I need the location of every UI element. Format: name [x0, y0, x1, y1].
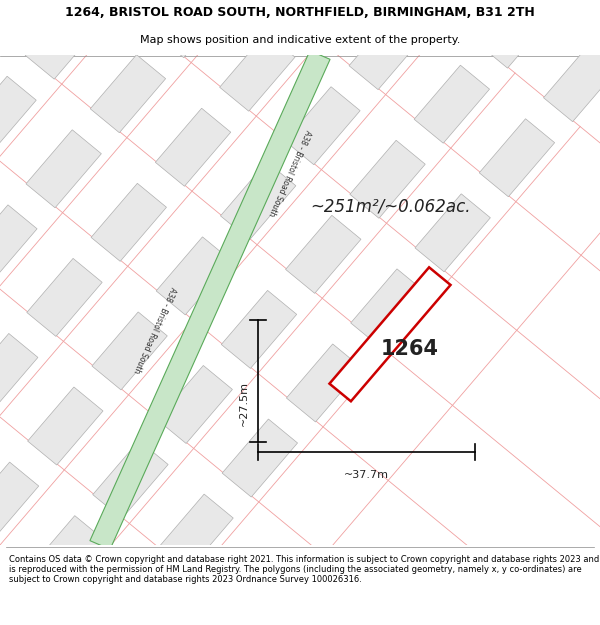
Polygon shape: [155, 0, 230, 58]
Polygon shape: [286, 216, 361, 293]
Polygon shape: [414, 65, 490, 143]
Text: ~37.7m: ~37.7m: [344, 469, 389, 479]
Polygon shape: [94, 569, 169, 625]
Polygon shape: [0, 76, 36, 154]
Text: 1264, BRISTOL ROAD SOUTH, NORTHFIELD, BIRMINGHAM, B31 2TH: 1264, BRISTOL ROAD SOUTH, NORTHFIELD, BI…: [65, 6, 535, 19]
Polygon shape: [285, 87, 360, 165]
Polygon shape: [221, 291, 296, 368]
Polygon shape: [413, 0, 488, 14]
Polygon shape: [329, 268, 451, 401]
Polygon shape: [26, 130, 101, 208]
Text: ~27.5m: ~27.5m: [239, 381, 249, 426]
Polygon shape: [544, 44, 600, 122]
Polygon shape: [284, 0, 359, 36]
Polygon shape: [478, 0, 554, 68]
Polygon shape: [90, 51, 330, 549]
Polygon shape: [349, 12, 424, 89]
Polygon shape: [415, 194, 490, 272]
Text: ~251m²/~0.062ac.: ~251m²/~0.062ac.: [310, 198, 470, 216]
Polygon shape: [27, 258, 102, 336]
Polygon shape: [28, 516, 104, 594]
Polygon shape: [0, 205, 37, 283]
Polygon shape: [0, 591, 40, 625]
Polygon shape: [220, 33, 295, 111]
Polygon shape: [350, 269, 426, 347]
Text: A38 - Bristol Road South: A38 - Bristol Road South: [132, 285, 178, 374]
Text: Map shows position and indicative extent of the property.: Map shows position and indicative extent…: [140, 34, 460, 44]
Polygon shape: [91, 183, 166, 261]
Polygon shape: [155, 108, 231, 186]
Polygon shape: [92, 312, 167, 390]
Polygon shape: [156, 237, 232, 315]
Polygon shape: [89, 0, 165, 4]
Polygon shape: [28, 387, 103, 465]
Polygon shape: [286, 344, 362, 422]
Polygon shape: [479, 119, 554, 197]
Polygon shape: [0, 334, 38, 411]
Polygon shape: [157, 366, 232, 444]
Polygon shape: [0, 462, 39, 540]
Polygon shape: [90, 55, 166, 132]
Polygon shape: [93, 441, 168, 519]
Polygon shape: [25, 1, 101, 79]
Polygon shape: [350, 140, 425, 218]
Text: Contains OS data © Crown copyright and database right 2021. This information is : Contains OS data © Crown copyright and d…: [9, 554, 599, 584]
Polygon shape: [158, 494, 233, 572]
Polygon shape: [0, 0, 35, 26]
Polygon shape: [220, 162, 296, 240]
Polygon shape: [222, 419, 298, 497]
Text: 1264: 1264: [381, 339, 439, 359]
Text: A38 - Bristol Road South: A38 - Bristol Road South: [267, 128, 313, 217]
